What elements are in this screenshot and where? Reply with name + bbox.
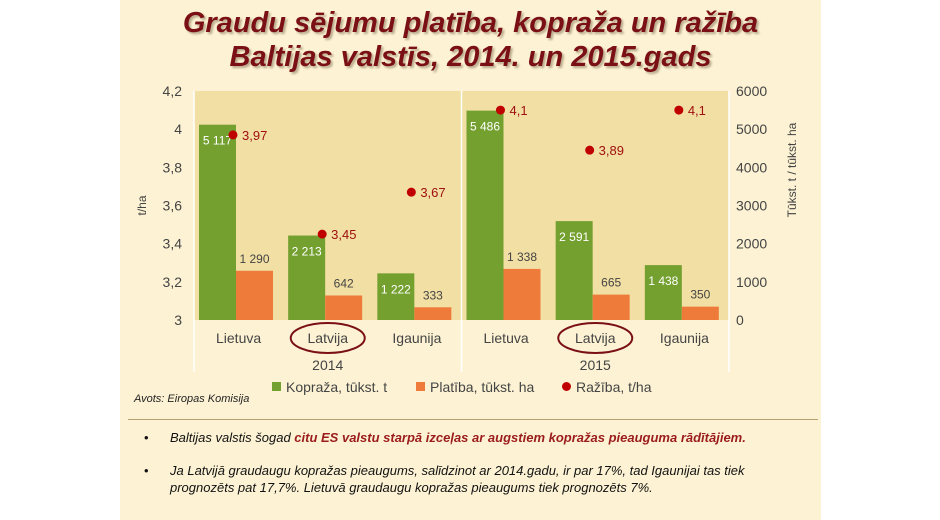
bar-platiba — [236, 270, 273, 320]
y-right-tick-label: 6000 — [736, 83, 767, 99]
chart: 3 3,2 3,4 3,6 3,8 4 4,2 0 1000 2000 3000 4000 5000 60… — [135, 83, 799, 395]
point-raziba — [674, 105, 684, 115]
title-line-1: Graudu sējumu platība, kopraža un ražība — [182, 7, 759, 39]
y-left-tick-label: 3,8 — [163, 159, 183, 175]
data-label-kopraza: 5 117 — [203, 134, 232, 148]
data-label-kopraza: 2 591 — [559, 230, 589, 244]
bar-kopraza — [199, 124, 236, 320]
data-label-platiba: 1 338 — [507, 250, 537, 264]
data-label-kopraza: 5 486 — [470, 120, 500, 134]
y-right-axis-title: Tūkst. t / tūkst. ha — [785, 122, 799, 217]
group-label: 2014 — [312, 357, 343, 373]
bar-platiba — [503, 268, 541, 320]
legend-label: Platība, tūkst. ha — [430, 379, 534, 395]
data-label-kopraza: 1 222 — [381, 282, 411, 296]
bar-kopraza — [288, 235, 326, 320]
y-right-tick-label: 1000 — [736, 274, 767, 290]
category-label: Latvija — [308, 330, 349, 346]
y-left-tick-label: 4 — [174, 121, 182, 137]
point-raziba — [228, 130, 238, 140]
bar-platiba — [681, 306, 719, 320]
data-label-kopraza: 1 438 — [648, 274, 678, 288]
point-raziba — [406, 187, 416, 197]
highlight-circle — [289, 322, 366, 354]
bar-platiba — [325, 295, 363, 320]
source-note: Avots: Eiropas Komisija — [134, 393, 250, 405]
data-label-raziba: 4,1 — [510, 103, 528, 118]
y-right-tick-label: 0 — [736, 312, 744, 328]
y-right-tick-label: 5000 — [736, 121, 767, 137]
slide: Graudu sējumu platība, kopraža un ražība… — [120, 0, 821, 520]
y-right-tick-label: 3000 — [736, 198, 767, 214]
y-left-tick-label: 3,6 — [163, 198, 183, 214]
bullet-1-part1: Baltijas valstis šogad — [170, 430, 295, 445]
data-label-platiba: 333 — [423, 288, 443, 302]
group-label: 2015 — [580, 357, 611, 373]
category-label: Latvija — [575, 330, 616, 346]
y-left-tick-label: 3 — [174, 312, 182, 328]
bar-platiba — [414, 307, 452, 320]
bar-kopraza — [466, 110, 504, 320]
divider — [128, 419, 818, 420]
category-label: Igaunija — [660, 330, 709, 346]
point-raziba — [496, 105, 505, 115]
y-left-tick-label: 4,2 — [163, 83, 183, 99]
data-label-raziba: 3,45 — [331, 227, 356, 242]
legend-swatch — [562, 382, 571, 391]
data-label-raziba: 3,67 — [420, 185, 445, 200]
legend-label: Kopraža, tūkst. t — [286, 379, 387, 395]
bar-kopraza — [555, 221, 593, 320]
point-raziba — [585, 145, 595, 155]
data-label-platiba: 642 — [334, 276, 354, 290]
y-left-tick-label: 3,4 — [163, 236, 183, 252]
data-label-raziba: 3,89 — [599, 143, 624, 158]
y-right-tick-label: 2000 — [736, 236, 767, 252]
data-label-platiba: 350 — [690, 288, 710, 302]
bar-kopraza — [644, 265, 682, 320]
bullet-1-highlight: citu ES valstu starpā izceļas ar augstie… — [294, 430, 746, 445]
data-label-raziba: 4,1 — [688, 103, 706, 118]
data-label-platiba: 1 290 — [239, 252, 269, 266]
category-label: Lietuva — [216, 330, 261, 346]
y-left-axis-title: t/ha — [135, 195, 149, 215]
bar-platiba — [592, 294, 630, 320]
legend-swatch — [416, 382, 425, 391]
bullet-1-text: Baltijas valstis šogad citu ES valstu st… — [170, 429, 800, 446]
data-label-raziba: 3,97 — [242, 128, 267, 143]
point-raziba — [317, 229, 327, 239]
y-left-tick-label: 3,2 — [163, 274, 183, 290]
data-label-kopraza: 2 213 — [292, 245, 322, 259]
title-line-2: Baltijas valstīs, 2014. un 2015.gads — [229, 41, 712, 73]
category-label: Igaunija — [392, 330, 441, 346]
data-label-platiba: 665 — [601, 276, 621, 290]
legend-label: Ražība, t/ha — [576, 379, 652, 395]
category-label: Lietuva — [484, 330, 529, 346]
bullet-2-text: Ja Latvijā graudaugu kopražas pieaugums,… — [170, 463, 745, 495]
bar-kopraza — [377, 273, 415, 320]
highlight-circle — [557, 322, 634, 354]
bullet-2-symbol: • — [144, 463, 149, 478]
bullet-1-symbol: • — [144, 430, 149, 445]
legend-swatch — [272, 382, 281, 391]
y-right-tick-label: 4000 — [736, 159, 767, 175]
